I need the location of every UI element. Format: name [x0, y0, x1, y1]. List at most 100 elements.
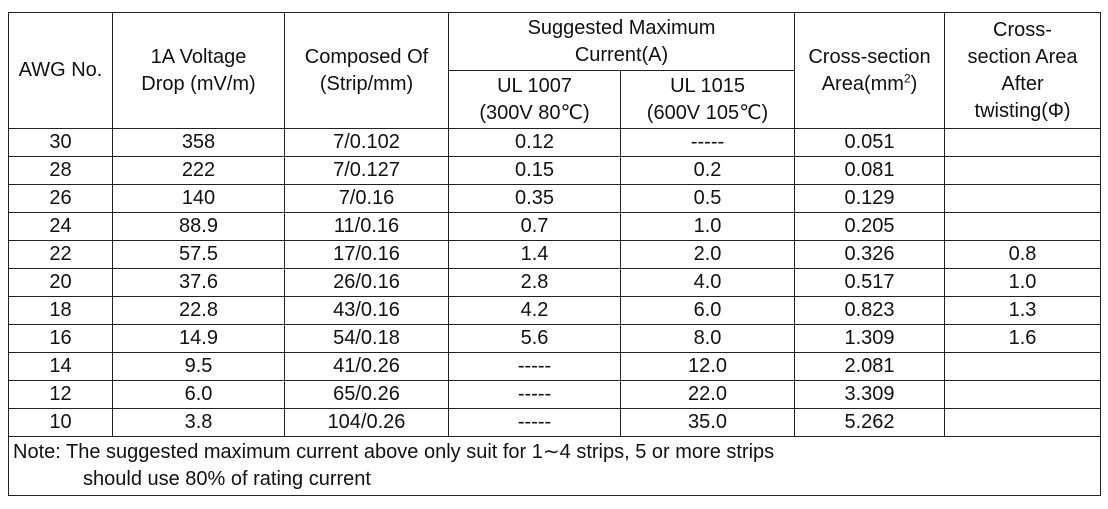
- cell-composed-of: 7/0.16: [284, 184, 449, 213]
- cell-cross-section: 1.309: [794, 324, 945, 353]
- cell-awg: 18: [8, 296, 113, 325]
- cell-voltage-drop: 37.6: [112, 268, 285, 297]
- cell-ul1015: 1.0: [620, 212, 795, 241]
- cell-awg: 14: [8, 352, 113, 381]
- note-line-2: should use 80% of rating current: [83, 468, 371, 490]
- header-ul1015: UL 1015 (600V 105℃): [620, 70, 795, 129]
- cell-awg: 22: [8, 240, 113, 269]
- cell-ul1015: 8.0: [620, 324, 795, 353]
- cell-ul1007: 0.15: [448, 156, 621, 185]
- table-row: 22 57.5 17/0.16 1.4 2.0 0.326 0.8: [8, 240, 1101, 269]
- table-body: 30 358 7/0.102 0.12 ----- 0.051 28 222 7…: [8, 128, 1101, 496]
- cell-voltage-drop: 222: [112, 156, 285, 185]
- cell-cross-section: 3.309: [794, 380, 945, 409]
- cell-twisting: 1.3: [944, 296, 1101, 325]
- cell-ul1015: 6.0: [620, 296, 795, 325]
- cell-ul1007: 1.4: [448, 240, 621, 269]
- table-row: 18 22.8 43/0.16 4.2 6.0 0.823 1.3: [8, 296, 1101, 325]
- cell-twisting: 1.0: [944, 268, 1101, 297]
- note-cell: Note: The suggested maximum current abov…: [8, 436, 1101, 496]
- cell-voltage-drop: 9.5: [112, 352, 285, 381]
- cell-cross-section: 0.326: [794, 240, 945, 269]
- header-twisting-area: Cross- section Area After twisting(Φ): [944, 12, 1101, 129]
- cell-composed-of: 7/0.127: [284, 156, 449, 185]
- cell-cross-section: 0.205: [794, 212, 945, 241]
- cell-composed-of: 26/0.16: [284, 268, 449, 297]
- cell-composed-of: 41/0.26: [284, 352, 449, 381]
- header-awg-no: AWG No.: [8, 12, 113, 129]
- cell-voltage-drop: 358: [112, 128, 285, 157]
- cell-ul1007: -----: [448, 408, 621, 437]
- note-row: Note: The suggested maximum current abov…: [8, 436, 1101, 496]
- cell-ul1015: 0.2: [620, 156, 795, 185]
- cell-composed-of: 43/0.16: [284, 296, 449, 325]
- cell-voltage-drop: 22.8: [112, 296, 285, 325]
- cell-ul1015: -----: [620, 128, 795, 157]
- cell-cross-section: 0.081: [794, 156, 945, 185]
- cell-voltage-drop: 88.9: [112, 212, 285, 241]
- table-row: 24 88.9 11/0.16 0.7 1.0 0.205: [8, 212, 1101, 241]
- cell-cross-section: 0.051: [794, 128, 945, 157]
- cell-cross-section: 0.823: [794, 296, 945, 325]
- cell-voltage-drop: 57.5: [112, 240, 285, 269]
- cell-voltage-drop: 14.9: [112, 324, 285, 353]
- cell-voltage-drop: 6.0: [112, 380, 285, 409]
- cell-ul1015: 2.0: [620, 240, 795, 269]
- cross-section-unit: Area(mm: [821, 72, 904, 95]
- cell-ul1007: 0.12: [448, 128, 621, 157]
- cell-ul1007: 4.2: [448, 296, 621, 325]
- cell-cross-section: 0.517: [794, 268, 945, 297]
- cell-twisting: [944, 352, 1101, 381]
- awg-spec-table-container: AWG No. 1A Voltage Drop (mV/m) Composed …: [8, 12, 1101, 496]
- table-row: 12 6.0 65/0.26 ----- 22.0 3.309: [8, 380, 1101, 409]
- cell-composed-of: 65/0.26: [284, 380, 449, 409]
- table-row: 10 3.8 104/0.26 ----- 35.0 5.262: [8, 408, 1101, 437]
- cell-composed-of: 54/0.18: [284, 324, 449, 353]
- cell-cross-section: 2.081: [794, 352, 945, 381]
- table-row: 14 9.5 41/0.26 ----- 12.0 2.081: [8, 352, 1101, 381]
- cell-voltage-drop: 3.8: [112, 408, 285, 437]
- table-row: 20 37.6 26/0.16 2.8 4.0 0.517 1.0: [8, 268, 1101, 297]
- cell-awg: 12: [8, 380, 113, 409]
- cell-ul1007: 0.35: [448, 184, 621, 213]
- cell-twisting: [944, 156, 1101, 185]
- cell-composed-of: 11/0.16: [284, 212, 449, 241]
- cross-section-unit-close: ): [910, 72, 918, 95]
- header-suggested-max-current: Suggested Maximum Current(A): [448, 12, 795, 71]
- header-voltage-drop: 1A Voltage Drop (mV/m): [112, 12, 285, 129]
- note-line-1: Note: The suggested maximum current abov…: [13, 441, 775, 463]
- cell-ul1015: 4.0: [620, 268, 795, 297]
- cell-twisting: [944, 212, 1101, 241]
- cell-awg: 28: [8, 156, 113, 185]
- cell-twisting: [944, 128, 1101, 157]
- cell-composed-of: 17/0.16: [284, 240, 449, 269]
- cell-cross-section: 0.129: [794, 184, 945, 213]
- cell-composed-of: 104/0.26: [284, 408, 449, 437]
- table-row: 26 140 7/0.16 0.35 0.5 0.129: [8, 184, 1101, 213]
- cell-awg: 16: [8, 324, 113, 353]
- header-cross-section-area: Cross-section Area(mm2): [794, 12, 945, 129]
- header-composed-of: Composed Of (Strip/mm): [284, 12, 449, 129]
- table-row: 16 14.9 54/0.18 5.6 8.0 1.309 1.6: [8, 324, 1101, 353]
- cell-awg: 30: [8, 128, 113, 157]
- cell-ul1007: 5.6: [448, 324, 621, 353]
- cell-ul1007: 0.7: [448, 212, 621, 241]
- header-ul1007: UL 1007 (300V 80℃): [448, 70, 621, 129]
- cell-twisting: 0.8: [944, 240, 1101, 269]
- cell-twisting: [944, 184, 1101, 213]
- cell-ul1015: 35.0: [620, 408, 795, 437]
- cell-ul1015: 12.0: [620, 352, 795, 381]
- cell-ul1007: -----: [448, 380, 621, 409]
- cell-awg: 10: [8, 408, 113, 437]
- cell-awg: 20: [8, 268, 113, 297]
- cell-twisting: [944, 408, 1101, 437]
- cell-composed-of: 7/0.102: [284, 128, 449, 157]
- cell-ul1007: -----: [448, 352, 621, 381]
- cell-twisting: 1.6: [944, 324, 1101, 353]
- cell-awg: 26: [8, 184, 113, 213]
- cell-ul1007: 2.8: [448, 268, 621, 297]
- cross-section-unit-superscript: 2: [903, 70, 911, 85]
- cell-awg: 24: [8, 212, 113, 241]
- table-row: 28 222 7/0.127 0.15 0.2 0.081: [8, 156, 1101, 185]
- cell-ul1015: 0.5: [620, 184, 795, 213]
